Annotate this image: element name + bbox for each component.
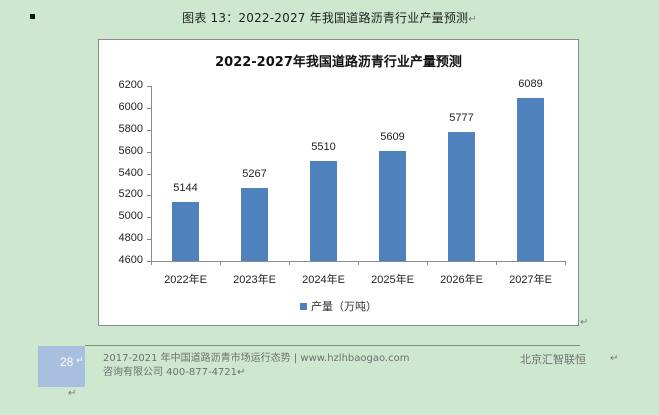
paragraph-mark-icon: ↵ xyxy=(76,356,84,366)
page-number: 28 xyxy=(60,355,74,369)
bar xyxy=(517,98,544,261)
y-tick xyxy=(147,239,151,241)
y-tick-label: 4800 xyxy=(118,232,143,245)
x-tick-label: 2027年E xyxy=(509,274,552,286)
y-tick xyxy=(147,107,151,109)
list-bullet xyxy=(30,14,35,19)
paragraph-mark-icon: ↵ xyxy=(68,388,77,399)
y-tick-label: 6200 xyxy=(118,79,143,91)
footer-divider xyxy=(85,345,580,346)
x-tick xyxy=(565,261,566,265)
y-tick xyxy=(147,86,151,87)
y-tick xyxy=(147,173,151,175)
y-tick-label: 6000 xyxy=(118,100,143,113)
bar xyxy=(310,161,337,261)
y-axis xyxy=(151,86,152,261)
plot-area: 6200 6000 5800 5600 5400 5200 5000 4800 4600 5144… xyxy=(99,40,578,325)
x-tick-label: 2023年E xyxy=(233,274,276,286)
footer-line-1: 2017-2021 年中国道路沥青市场运行态势 | www.hzlhbaogao… xyxy=(103,353,410,364)
x-tick-label: 2026年E xyxy=(440,274,483,286)
y-tick-label: 4600 xyxy=(118,254,143,266)
bar xyxy=(379,150,406,261)
x-tick xyxy=(151,261,152,265)
y-tick xyxy=(147,195,151,197)
footer-company-name: 北京汇智联恒 xyxy=(520,353,586,366)
x-tick xyxy=(496,261,497,265)
chart-legend: 产量（万吨） xyxy=(99,298,578,314)
figure-caption: 图表 13：2022-2027 年我国道路沥青行业产量预测↵ xyxy=(0,9,659,26)
bar-value-label: 5510 xyxy=(311,141,336,154)
x-tick xyxy=(220,261,221,265)
x-tick xyxy=(289,261,290,265)
bar xyxy=(172,201,199,261)
y-tick-label: 5200 xyxy=(118,188,143,201)
paragraph-mark-icon: ↵ xyxy=(610,353,619,364)
y-tick-label: 5600 xyxy=(118,144,143,157)
x-tick xyxy=(358,261,359,265)
y-tick-label: 5000 xyxy=(118,210,143,223)
caption-text: 图表 13：2022-2027 年我国道路沥青行业产量预测 xyxy=(182,11,469,25)
y-tick-label: 5400 xyxy=(118,166,143,179)
x-tick-label: 2024年E xyxy=(302,274,345,286)
y-tick xyxy=(147,261,151,262)
y-tick xyxy=(147,129,151,131)
bar-value-label: 6089 xyxy=(518,78,543,91)
y-tick-label: 5800 xyxy=(118,122,143,135)
chart-title: 2022-2027年我国道路沥青行业产量预测 xyxy=(215,55,462,70)
footer-line-2: 咨询有限公司 400-877-4721 xyxy=(103,367,238,378)
paragraph-mark-icon: ↵ xyxy=(580,317,589,328)
footer-text: 2017-2021 年中国道路沥青市场运行态势 | www.hzlhbaogao… xyxy=(103,352,409,380)
bar xyxy=(241,188,268,261)
paragraph-mark-icon: ↵ xyxy=(468,14,477,25)
bar-value-label: 5609 xyxy=(380,130,405,143)
chart-container: 2022-2027年我国道路沥青行业产量预测 6200 6000 5800 5600 5… xyxy=(98,39,579,326)
paragraph-mark-icon: ↵ xyxy=(237,367,246,378)
y-tick xyxy=(147,217,151,219)
footer-company: 北京汇智联恒 xyxy=(520,351,586,367)
x-tick-label: 2025年E xyxy=(371,274,414,286)
x-tick-label: 2022年E xyxy=(164,274,207,286)
legend-label: 产量（万吨） xyxy=(311,300,377,313)
bar-value-label: 5267 xyxy=(242,168,267,181)
legend-swatch-icon xyxy=(300,302,307,310)
y-tick xyxy=(147,151,151,153)
page-number-box: 28 ↵ xyxy=(38,346,85,387)
bar xyxy=(448,132,475,261)
bar-value-label: 5777 xyxy=(449,112,474,125)
x-tick xyxy=(427,261,428,265)
bar-value-label: 5144 xyxy=(173,181,198,194)
